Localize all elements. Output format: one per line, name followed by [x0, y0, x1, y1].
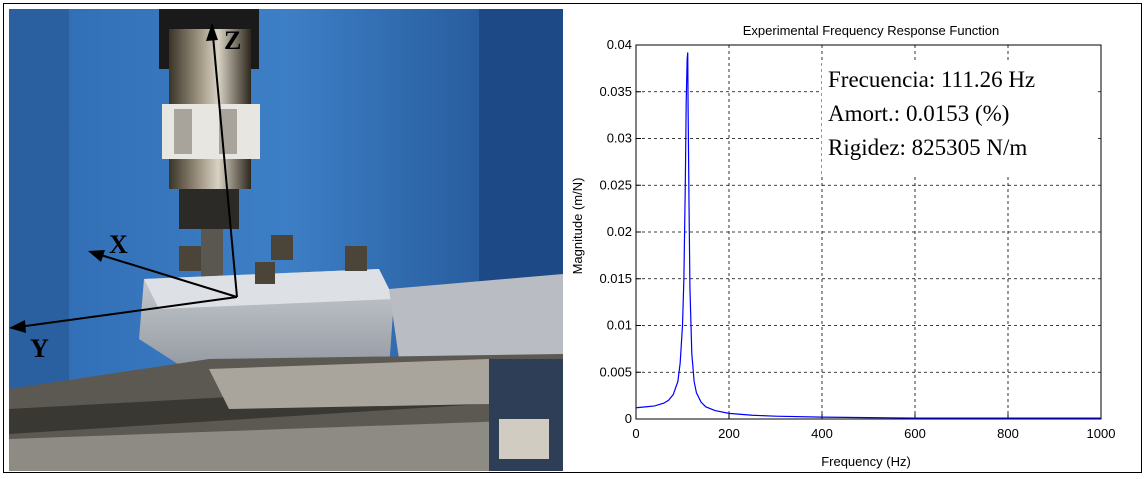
y-axis-label: Magnitude (m/N) — [570, 178, 585, 275]
y-tick-label: 0.035 — [599, 84, 632, 99]
x-tick-label: 200 — [718, 426, 740, 441]
x-tick-label: 400 — [811, 426, 833, 441]
x-axis-label: Frequency (Hz) — [821, 454, 911, 469]
frf-chart: Experimental Frequency Response Function… — [568, 14, 1143, 474]
y-tick-label: 0.025 — [599, 177, 632, 192]
photo-illustration: Z X Y — [9, 9, 563, 471]
milling-machine-photo: Z X Y — [9, 9, 563, 471]
z-axis-label: Z — [224, 26, 241, 55]
annotation-line: Rigidez: 825305 N/m — [828, 135, 1027, 160]
y-tick-label: 0.015 — [599, 271, 632, 286]
x-tick-label: 1000 — [1087, 426, 1116, 441]
y-tick-label: 0.04 — [607, 37, 632, 52]
frf-series-line — [635, 52, 1101, 419]
x-tick-label: 600 — [904, 426, 926, 441]
frf-chart-svg: Experimental Frequency Response Function… — [570, 23, 1115, 469]
plot-area — [635, 44, 1102, 420]
y-tick-label: 0.01 — [607, 318, 632, 333]
figure-frame — [3, 3, 1142, 473]
annotation-line: Amort.: 0.0153 (%) — [828, 101, 1009, 126]
tick-labels: 0 200 400 600 800 1000 0 0.005 0.01 0.015 0.02 0.02… — [599, 37, 1115, 441]
annotations: Frecuencia: 111.26 Hz Amort.: 0.0153 (%) R… — [828, 67, 1035, 160]
y-tick-label: 0 — [625, 411, 632, 426]
x-tick-label: 800 — [997, 426, 1019, 441]
x-axis-label: X — [109, 230, 128, 259]
x-tick-label: 0 — [632, 426, 639, 441]
annotation-background — [822, 63, 1097, 175]
y-tick-label: 0.03 — [607, 131, 632, 146]
chart-title: Experimental Frequency Response Function — [743, 23, 1000, 38]
y-tick-label: 0.005 — [599, 364, 632, 379]
y-tick-label: 0.02 — [607, 224, 632, 239]
annotation-line: Frecuencia: 111.26 Hz — [828, 67, 1035, 92]
y-axis-label: Y — [30, 334, 49, 363]
series-group — [635, 52, 1101, 419]
